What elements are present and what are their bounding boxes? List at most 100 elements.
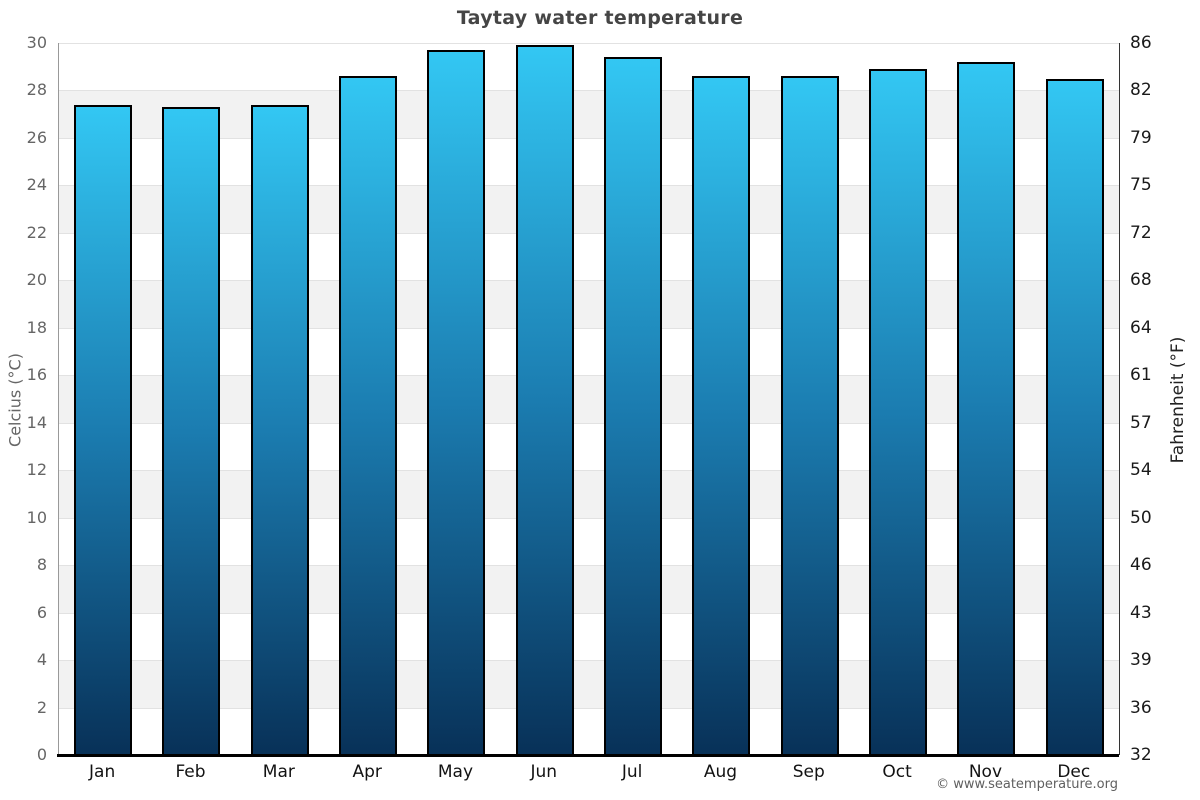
y-tick-right-72: 72 [1130, 222, 1152, 243]
gridline [59, 660, 1119, 662]
gridline [59, 43, 1119, 44]
x-tick-label-feb: Feb [175, 762, 206, 782]
bar-slot-oct [854, 69, 942, 755]
bar-slot-feb [147, 107, 235, 755]
bar-slot-aug [677, 76, 765, 755]
bar-sep [780, 76, 839, 755]
y-tick-left-22: 22 [26, 222, 47, 242]
gridline [59, 517, 1119, 519]
gridline [59, 327, 1119, 329]
y-tick-right-39: 39 [1130, 650, 1152, 671]
background-band [59, 232, 1119, 281]
y-tick-left-26: 26 [26, 127, 47, 147]
gridline [59, 90, 1119, 92]
gridline [59, 470, 1119, 472]
y-tick-right-36: 36 [1130, 697, 1152, 718]
x-tick-label-aug: Aug [703, 762, 738, 782]
y-tick-right-75: 75 [1130, 175, 1152, 196]
x-tick-label-sep: Sep [792, 762, 825, 782]
background-band [59, 517, 1119, 566]
y-tick-right-86: 86 [1130, 33, 1152, 53]
y-tick-left-8: 8 [36, 555, 47, 575]
bar-oct [869, 69, 928, 755]
background-band [59, 375, 1119, 423]
bar-jun [515, 45, 574, 755]
bar-slot-jan [59, 104, 147, 755]
y-tick-left-6: 6 [36, 602, 47, 622]
gridline [59, 565, 1119, 567]
x-tick-label-jul: Jul [621, 762, 643, 782]
y-tick-left-30: 30 [26, 33, 47, 52]
background-band [59, 90, 1119, 138]
y-tick-left-10: 10 [26, 507, 47, 527]
x-tick-label-may: May [437, 762, 474, 782]
bar-mar [250, 104, 309, 755]
y-tick-left-0: 0 [36, 745, 47, 764]
y-axis-right-title: Fahrenheit (°F) [1168, 336, 1188, 464]
x-tick-label-apr: Apr [352, 762, 382, 782]
bar-slot-may [412, 50, 500, 755]
bar-jan [74, 104, 133, 755]
y-tick-right-68: 68 [1130, 270, 1152, 291]
y-tick-right-43: 43 [1130, 602, 1152, 623]
gridline [59, 232, 1119, 234]
background-band [59, 137, 1119, 186]
y-tick-left-2: 2 [36, 697, 47, 717]
x-axis-line [57, 754, 1119, 757]
bar-slot-jul [589, 57, 677, 755]
y-tick-right-64: 64 [1130, 317, 1152, 338]
background-band [59, 327, 1119, 376]
background-band [59, 565, 1119, 613]
x-tick-label-mar: Mar [262, 762, 295, 782]
bar-slot-jun [501, 45, 589, 755]
gridline [59, 612, 1119, 614]
background-band [59, 612, 1119, 661]
gridline [59, 185, 1119, 187]
bar-nov [957, 62, 1016, 755]
background-band [59, 43, 1119, 91]
background-band [59, 707, 1119, 755]
x-tick-label-nov: Nov [968, 762, 1003, 782]
chart-title: Taytay water temperature [456, 7, 744, 29]
background-band [59, 660, 1119, 708]
y-tick-right-61: 61 [1130, 365, 1152, 386]
y-tick-left-20: 20 [26, 270, 47, 290]
y-axis-left-title: Celcius (°C) [5, 353, 25, 447]
bar-jul [604, 57, 663, 755]
x-axis-tick-labels: Jan Feb Mar Apr May Jun Jul Aug Sep Oct Nov Dec [58, 762, 1118, 782]
x-tick-label-jan: Jan [89, 762, 116, 782]
bar-slot-dec [1031, 78, 1119, 755]
bar-dec [1045, 78, 1104, 755]
bars-container [59, 43, 1119, 755]
y-tick-right-57: 57 [1130, 412, 1152, 433]
gridline [59, 422, 1119, 424]
bar-slot-nov [942, 62, 1030, 755]
background-band [59, 470, 1119, 518]
x-tick-label-jun: Jun [530, 762, 558, 782]
bar-slot-sep [766, 76, 854, 755]
y-tick-left-24: 24 [26, 175, 47, 195]
bar-slot-mar [236, 104, 324, 755]
copyright-text: © www.seatemperature.org [936, 777, 1118, 792]
y-tick-right-79: 79 [1130, 127, 1152, 148]
gridline [59, 375, 1119, 377]
plot-area [58, 43, 1120, 755]
y-tick-left-4: 4 [36, 650, 47, 670]
y-tick-left-18: 18 [26, 317, 47, 337]
bar-aug [692, 76, 751, 755]
bar-apr [339, 76, 398, 755]
gridline [59, 137, 1119, 139]
bar-feb [162, 107, 221, 755]
gridline [59, 280, 1119, 282]
background-band [59, 280, 1119, 328]
x-tick-label-oct: Oct [882, 762, 912, 782]
y-tick-right-82: 82 [1130, 80, 1152, 101]
y-tick-left-14: 14 [26, 412, 47, 432]
y-tick-left-12: 12 [26, 460, 47, 480]
x-tick-label-dec: Dec [1057, 762, 1091, 782]
y-tick-right-46: 46 [1130, 555, 1152, 576]
bar-slot-apr [324, 76, 412, 755]
y-tick-left-28: 28 [26, 80, 47, 100]
bar-may [427, 50, 486, 755]
